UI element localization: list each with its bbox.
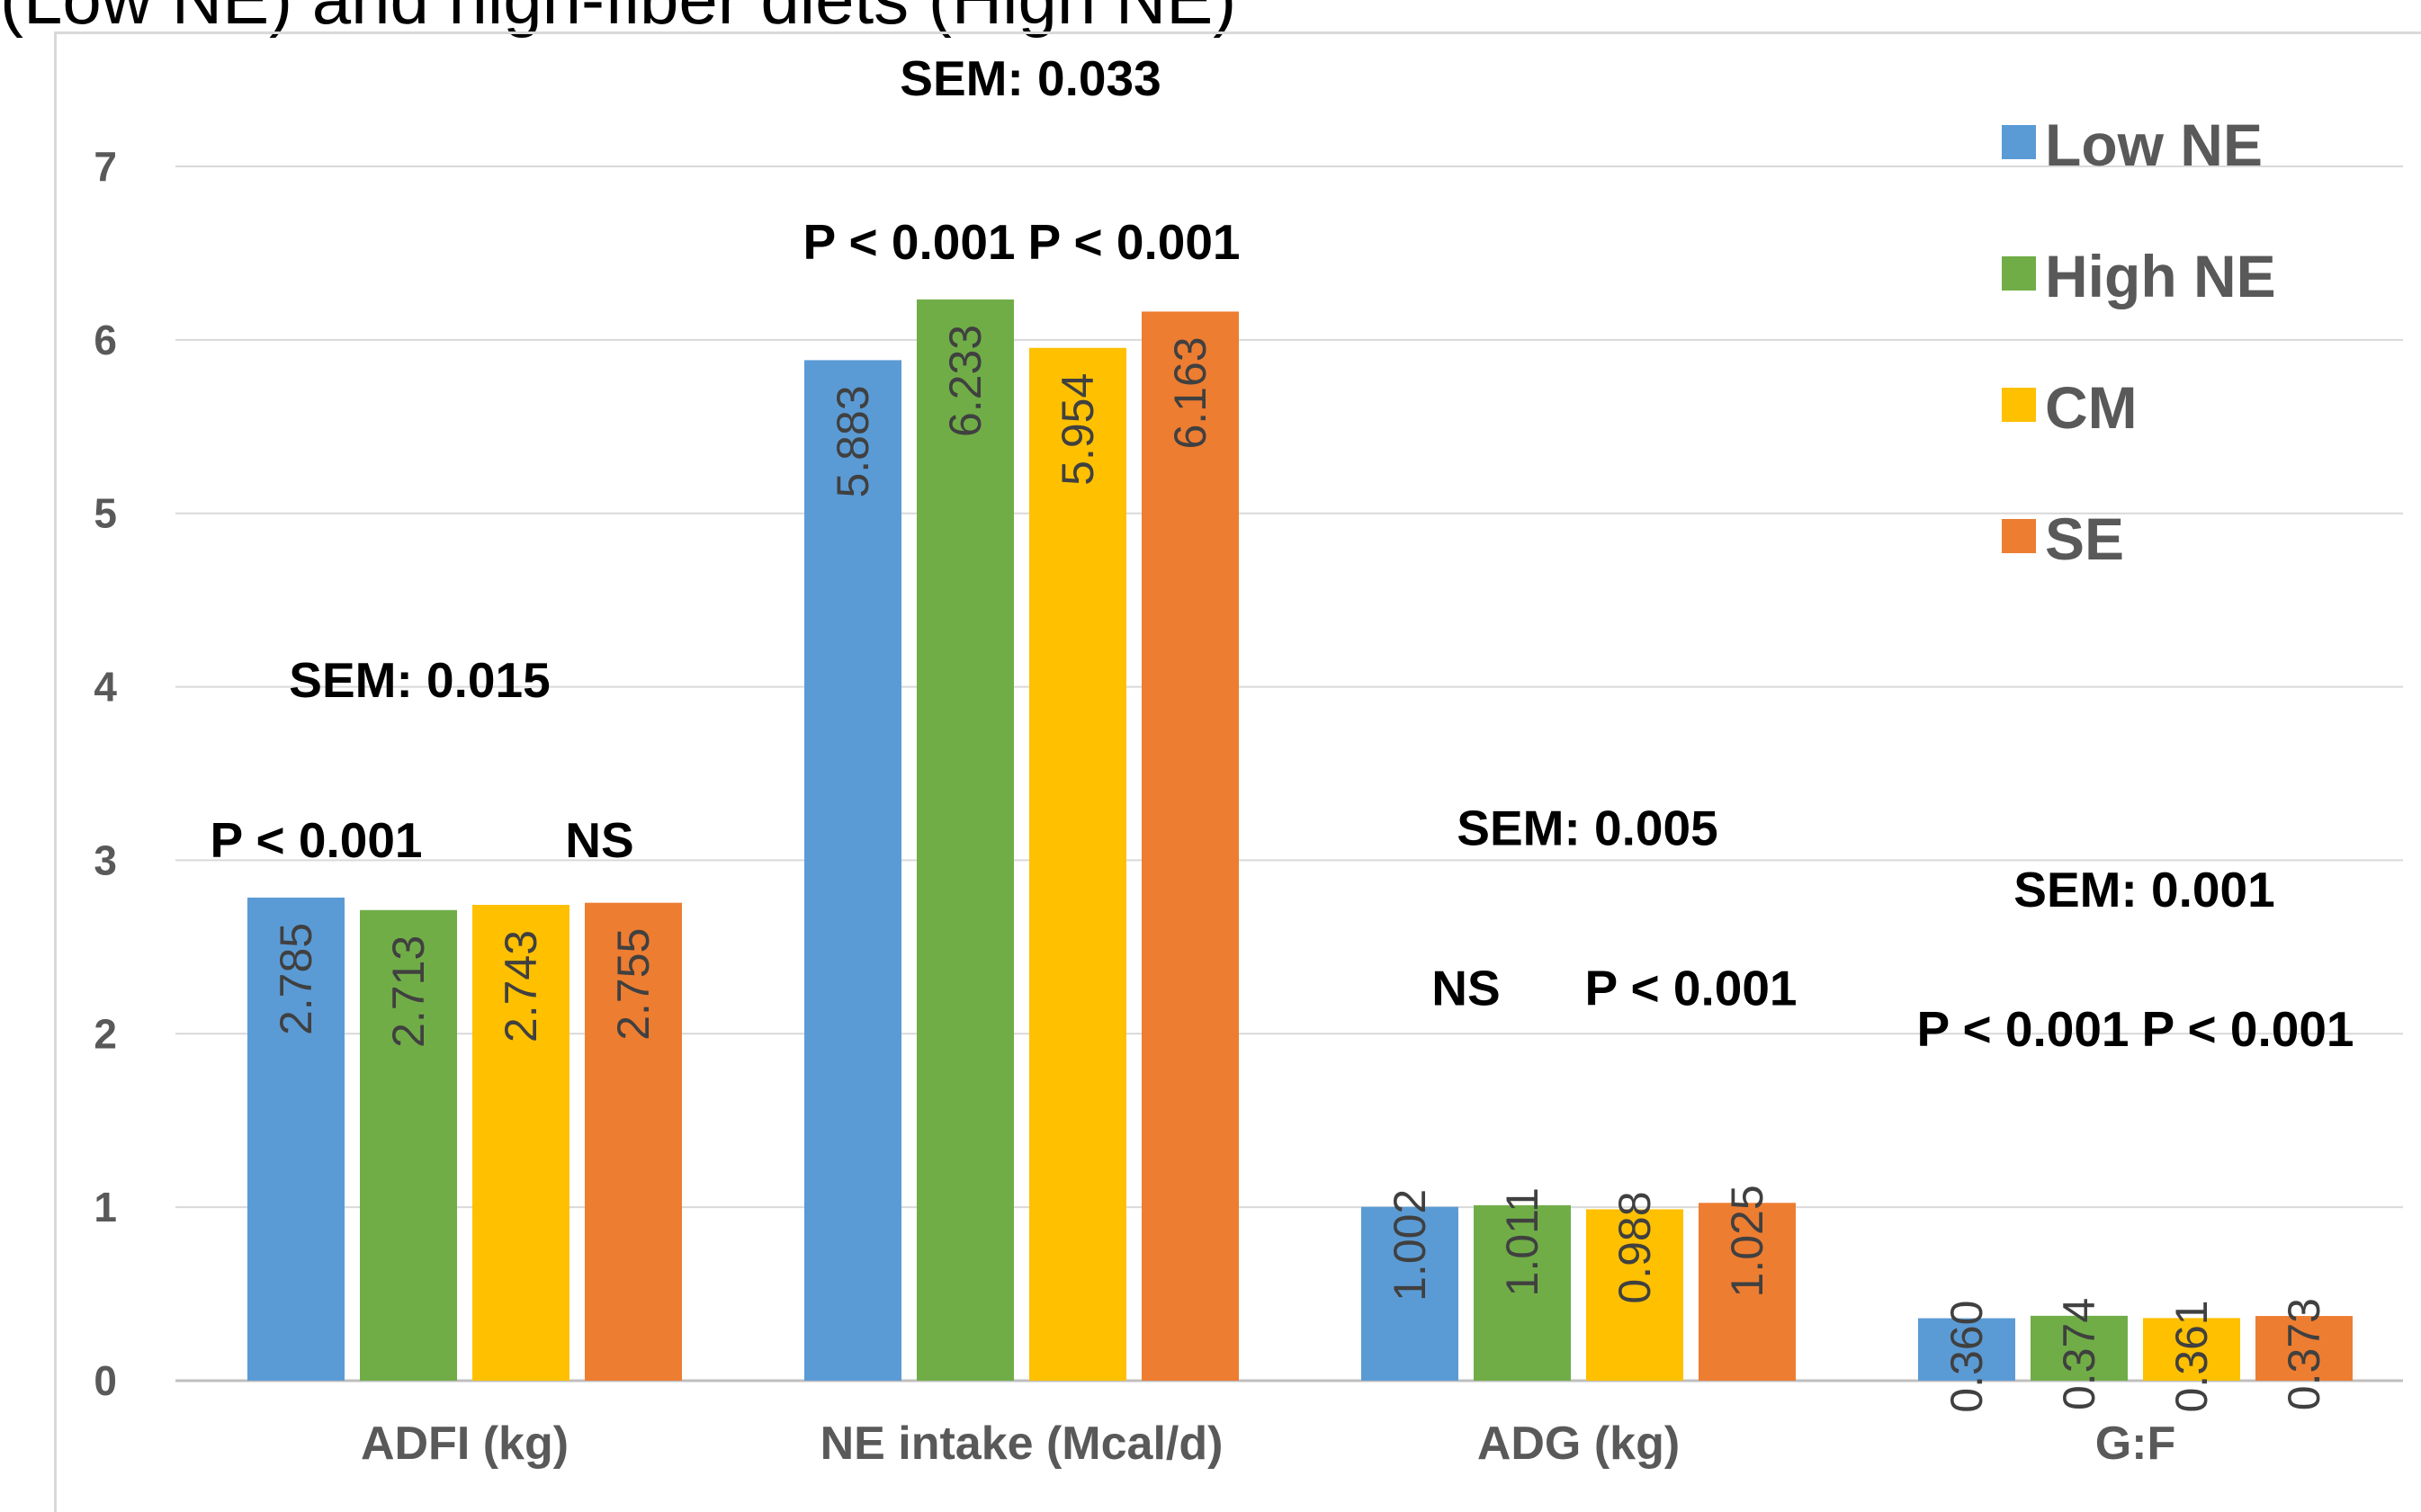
data-label: 0.360	[1941, 1301, 1992, 1413]
bar	[1586, 1209, 1683, 1381]
p-value-label: P < 0.001	[1916, 1001, 2129, 1057]
y-tick-label: 0	[94, 1357, 117, 1404]
legend-label: Low NE	[2045, 112, 2263, 178]
data-label: 1.025	[1722, 1185, 1772, 1297]
data-label: 0.988	[1610, 1191, 1660, 1303]
y-tick-label: 2	[94, 1010, 117, 1057]
x-category-label: ADG (kg)	[1477, 1418, 1680, 1470]
data-label: 1.002	[1385, 1189, 1435, 1302]
sem-label: SEM: 0.015	[289, 652, 550, 708]
bar	[360, 909, 457, 1381]
y-tick-label: 4	[94, 664, 117, 711]
data-label: 2.713	[383, 935, 434, 1048]
bar	[2255, 1316, 2353, 1381]
data-label: 0.373	[2279, 1298, 2329, 1410]
bar	[1474, 1205, 1571, 1381]
bar	[917, 299, 1014, 1382]
bar	[1142, 311, 1239, 1382]
data-label: 2.755	[608, 928, 659, 1041]
bar	[1361, 1206, 1458, 1381]
p-value-label: NS	[565, 812, 633, 868]
p-value-label: NS	[1431, 960, 1500, 1015]
data-label: 0.361	[2166, 1300, 2217, 1412]
p-value-label: P < 0.001	[2141, 1001, 2354, 1057]
bar	[1918, 1318, 2015, 1381]
sem-label: SEM: 0.033	[900, 50, 1161, 106]
chart-frame	[54, 31, 2421, 1512]
bar	[2143, 1318, 2240, 1381]
p-value-label: P < 0.001	[210, 812, 422, 868]
x-category-label: NE intake (Mcal/d)	[820, 1418, 1224, 1470]
p-value-label: P < 0.001	[1584, 960, 1797, 1015]
data-label: 1.011	[1497, 1187, 1547, 1296]
bar	[247, 897, 345, 1381]
data-label: 5.883	[828, 385, 878, 497]
x-category-label: ADFI (kg)	[361, 1418, 569, 1470]
legend-label: CM	[2045, 374, 2138, 441]
y-tick-label: 7	[94, 143, 117, 190]
legend-swatch	[2002, 256, 2036, 291]
bar	[1029, 347, 1126, 1382]
p-value-label: P < 0.001	[803, 214, 1015, 270]
legend-swatch	[2002, 388, 2036, 422]
data-label: 5.954	[1053, 373, 1103, 486]
data-label: 2.785	[271, 923, 321, 1035]
bar	[2031, 1315, 2128, 1381]
data-label: 6.233	[940, 325, 991, 437]
p-value-label: P < 0.001	[1027, 214, 1240, 270]
legend-swatch	[2002, 519, 2036, 553]
y-tick-label: 5	[94, 490, 117, 537]
y-tick-label: 3	[94, 837, 117, 883]
bar	[1699, 1203, 1796, 1381]
sem-label: SEM: 0.005	[1457, 800, 1717, 855]
legend-swatch	[2002, 125, 2036, 159]
bar	[585, 902, 682, 1381]
data-label: 0.374	[2054, 1298, 2104, 1410]
bar	[472, 904, 569, 1381]
data-label: 6.163	[1165, 336, 1215, 449]
legend-label: High NE	[2045, 243, 2276, 309]
sem-label: SEM: 0.001	[2013, 862, 2274, 917]
legend-label: SE	[2045, 505, 2124, 572]
y-tick-label: 1	[94, 1184, 117, 1230]
data-label: 2.743	[496, 930, 546, 1042]
bar	[804, 360, 901, 1382]
y-tick-label: 6	[94, 317, 117, 363]
x-category-label: G:F	[2095, 1418, 2176, 1470]
